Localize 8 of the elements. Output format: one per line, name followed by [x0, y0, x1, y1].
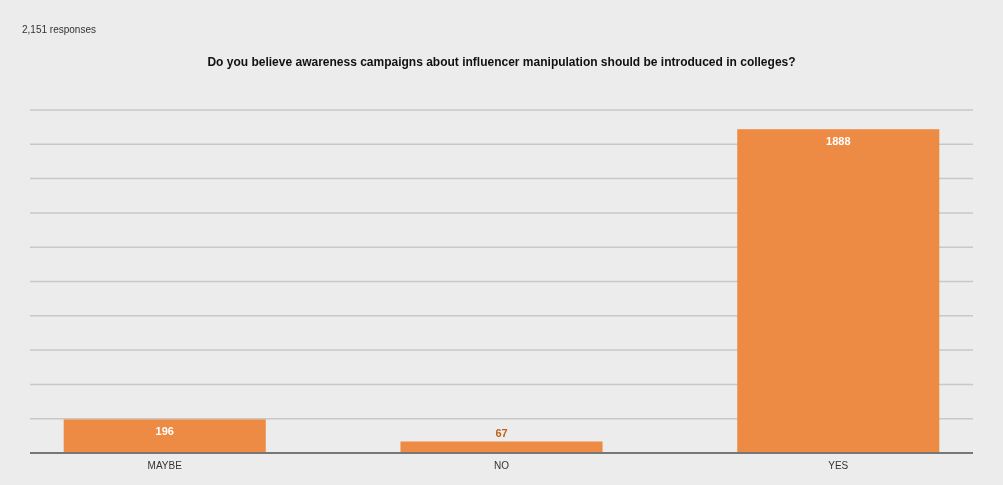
data-label: 196 [155, 425, 174, 438]
x-tick-label: YES [828, 460, 849, 471]
chart-title: Do you believe awareness campaigns about influencer manipulation should be introduced in colleges? [207, 55, 796, 69]
x-tick-label: NO [494, 460, 510, 471]
x-tick-label: MAYBE [147, 460, 183, 471]
data-label: 1888 [826, 135, 851, 148]
data-label: 67 [495, 426, 508, 439]
text: 2,151 responses [22, 24, 96, 35]
